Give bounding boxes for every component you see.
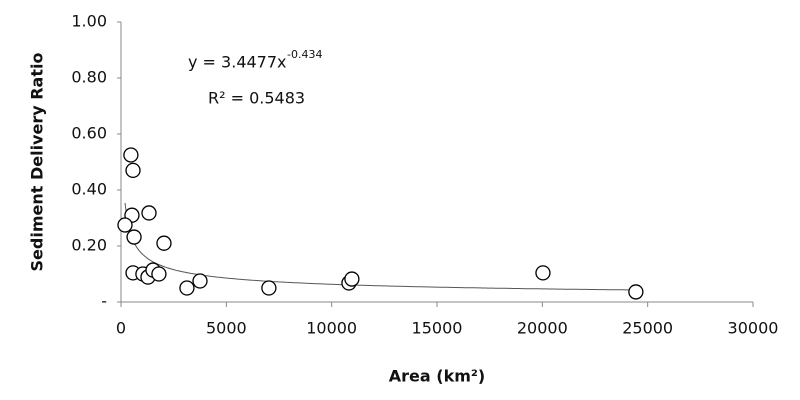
x-tick-label: 15000: [412, 319, 463, 338]
y-axis-title: Sediment Delivery Ratio: [28, 53, 47, 272]
data-point: [344, 271, 360, 287]
data-point: [141, 205, 157, 221]
x-tick-label: 20000: [517, 319, 568, 338]
data-point: [125, 162, 141, 179]
x-tick-label: 10000: [306, 319, 357, 338]
y-tick-label: 0.80: [71, 68, 107, 87]
y-tick-label: -: [101, 292, 107, 311]
x-tick-label: 25000: [622, 319, 673, 338]
x-tick-label: 30000: [728, 319, 779, 338]
y-tick-label: 0.60: [71, 124, 107, 143]
x-tick-label: 0: [116, 319, 126, 338]
trendline: [124, 202, 636, 291]
data-point: [151, 266, 167, 282]
data-point: [179, 280, 195, 296]
y-tick-label: 1.00: [71, 12, 107, 31]
data-point: [192, 273, 208, 289]
y-tick-label: 0.40: [71, 180, 107, 199]
data-point: [628, 284, 644, 300]
data-point: [261, 280, 277, 296]
data-point: [117, 217, 133, 233]
data-point: [535, 265, 551, 281]
x-tick-label: 5000: [206, 319, 247, 338]
y-tick-label: 0.20: [71, 236, 107, 255]
r-squared: R² = 0.5483: [208, 89, 305, 108]
data-point: [126, 229, 142, 245]
x-axis-title: Area (km²): [389, 367, 485, 386]
data-point: [123, 147, 139, 163]
trendline-equation: y = 3.4477x: [188, 53, 287, 72]
data-point: [156, 235, 172, 251]
trendline-exponent: -0.434: [287, 48, 322, 61]
